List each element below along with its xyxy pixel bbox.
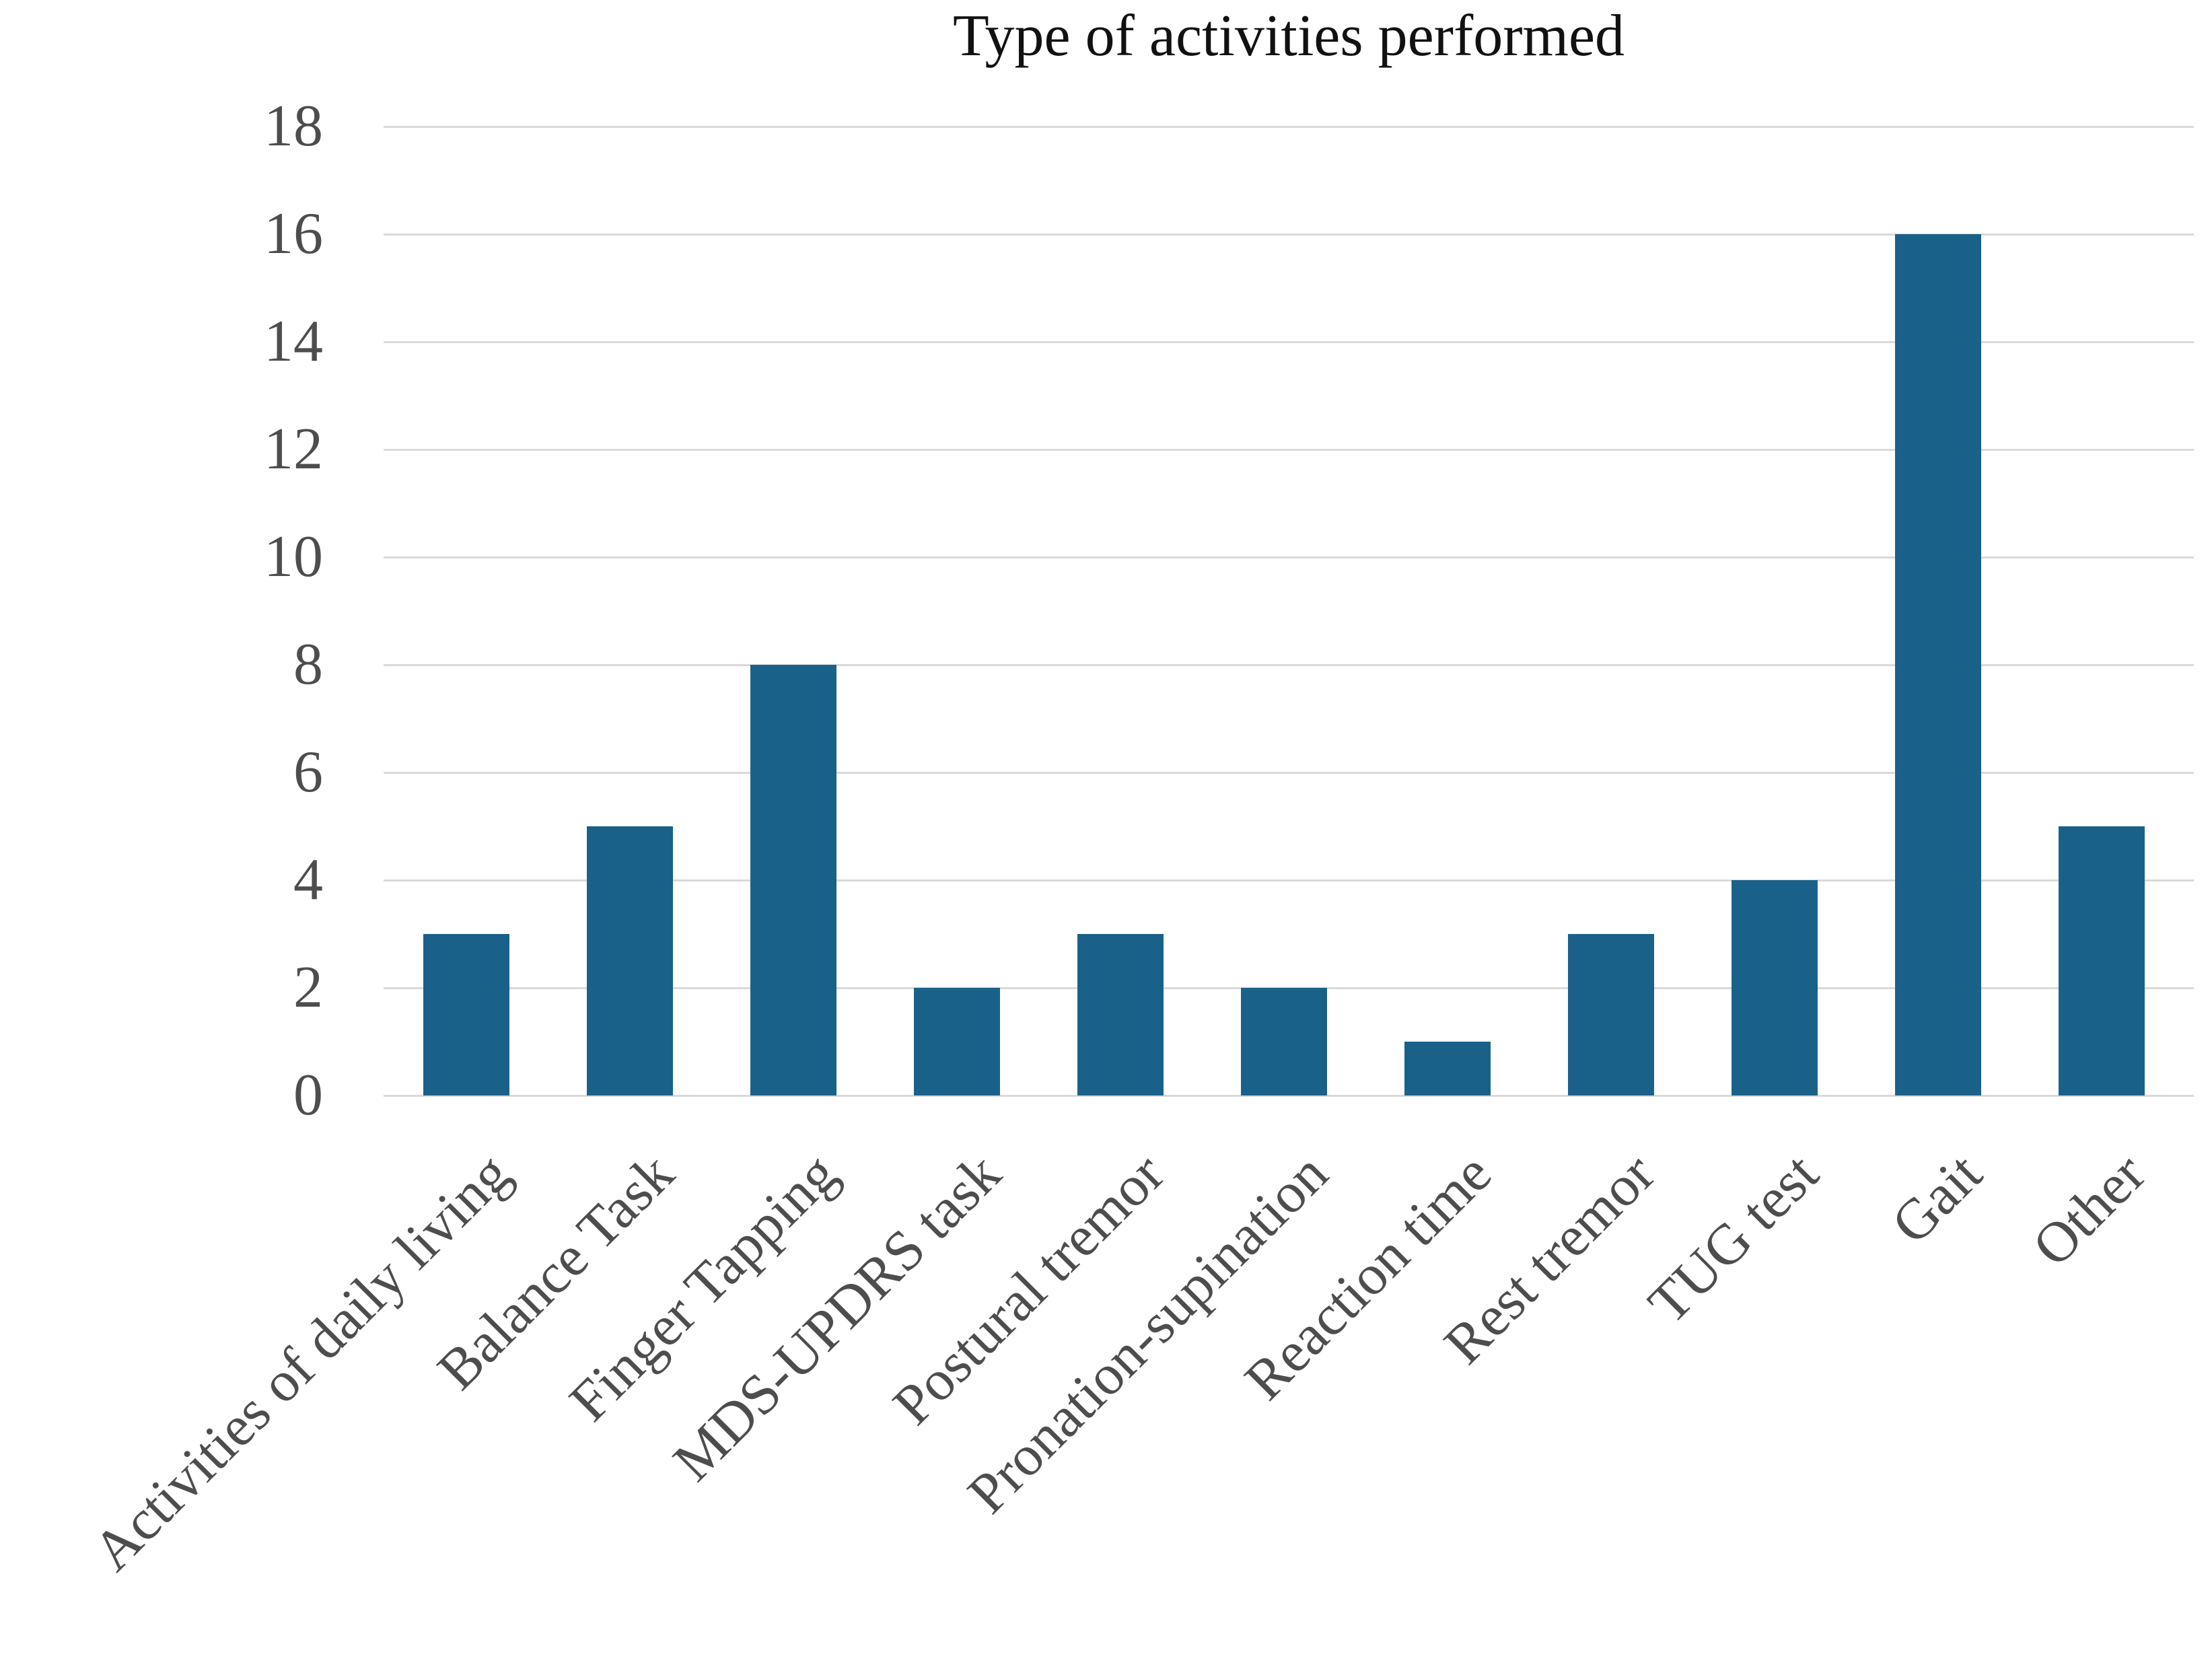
gridline (384, 1094, 2194, 1097)
gridline (384, 448, 2194, 451)
bar (750, 665, 836, 1095)
y-tick-label: 10 (264, 524, 323, 589)
x-tick-label: Other (2020, 1141, 2157, 1279)
y-tick-label: 18 (264, 94, 323, 159)
y-tick-label: 16 (264, 201, 323, 266)
plot-area (384, 125, 2194, 1097)
x-tick-label: TUG test (1636, 1141, 1830, 1336)
chart-title: Type of activities performed (952, 3, 1625, 69)
gridline (384, 340, 2194, 343)
bar (1404, 1042, 1491, 1095)
bar (1568, 934, 1654, 1095)
bar (1077, 934, 1164, 1095)
bar (1241, 988, 1327, 1095)
y-tick-label: 14 (264, 309, 323, 374)
bar (587, 826, 673, 1095)
x-tick-label: Gait (1879, 1141, 1994, 1256)
gridline (384, 771, 2194, 774)
gridline (384, 663, 2194, 666)
y-tick-label: 0 (293, 1063, 323, 1128)
y-tick-label: 4 (293, 847, 323, 912)
y-tick-label: 2 (293, 955, 323, 1020)
bar (423, 934, 509, 1095)
y-tick-label: 6 (293, 740, 323, 805)
bar (2059, 826, 2145, 1095)
bar (1732, 880, 1818, 1095)
gridline (384, 125, 2194, 128)
bar (1895, 234, 1981, 1095)
gridline (384, 233, 2194, 236)
bar (914, 988, 1000, 1095)
gridline (384, 556, 2194, 559)
y-tick-label: 12 (264, 417, 323, 482)
gridline (384, 879, 2194, 882)
y-tick-label: 8 (293, 632, 323, 697)
